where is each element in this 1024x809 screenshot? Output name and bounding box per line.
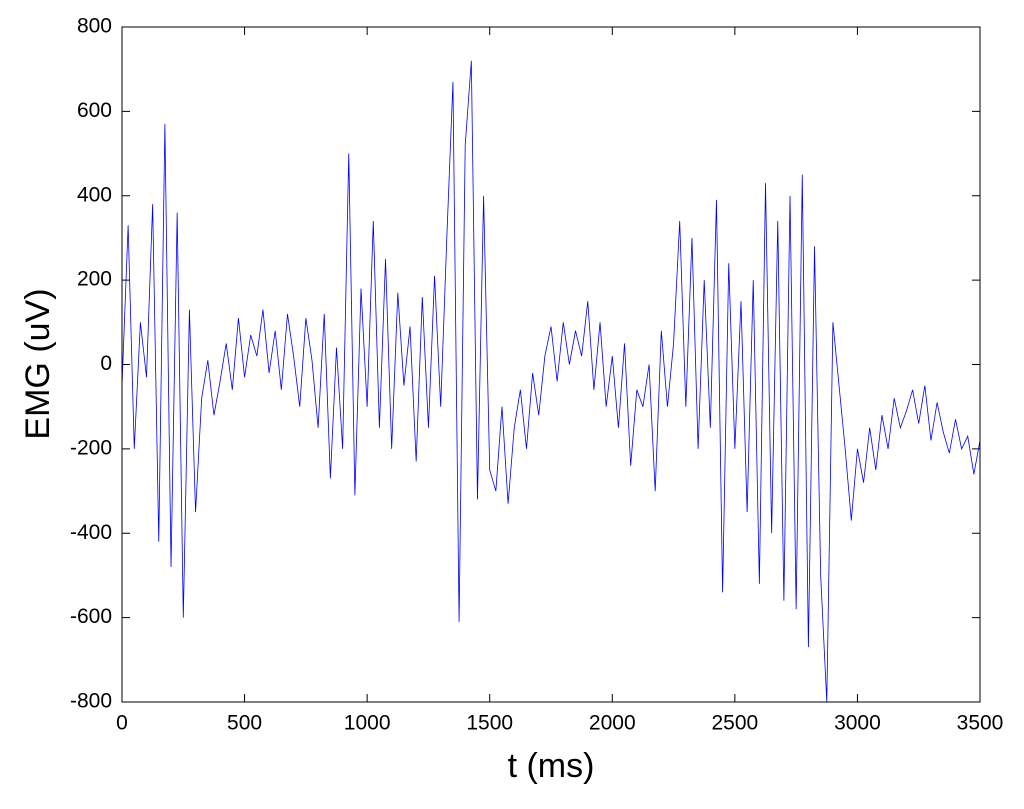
y-tick-label: 200 — [77, 268, 112, 291]
y-axis-label: EMG (uV) — [19, 288, 57, 439]
signal-line — [121, 60, 981, 703]
x-tick-label: 1000 — [344, 712, 391, 735]
y-tick-label: -200 — [70, 436, 112, 459]
x-tick-label: 2000 — [589, 712, 636, 735]
y-tick-label: 600 — [77, 99, 112, 122]
x-tick-label: 3500 — [957, 712, 1004, 735]
x-axis-label: t (ms) — [508, 747, 595, 785]
x-tick-label: 0 — [116, 712, 128, 735]
y-tick-label: -800 — [70, 690, 112, 713]
x-tick-label: 500 — [227, 712, 262, 735]
plot-area — [122, 27, 980, 702]
y-tick-label: 800 — [77, 15, 112, 38]
plot-frame — [121, 26, 981, 703]
y-tick-label: -400 — [70, 521, 112, 544]
y-tick-label: -600 — [70, 605, 112, 628]
y-tick-label: 400 — [77, 183, 112, 206]
x-tick-label: 1500 — [466, 712, 513, 735]
y-tick-label: 0 — [100, 352, 112, 375]
x-tick-label: 2500 — [711, 712, 758, 735]
x-tick-label: 3000 — [834, 712, 881, 735]
